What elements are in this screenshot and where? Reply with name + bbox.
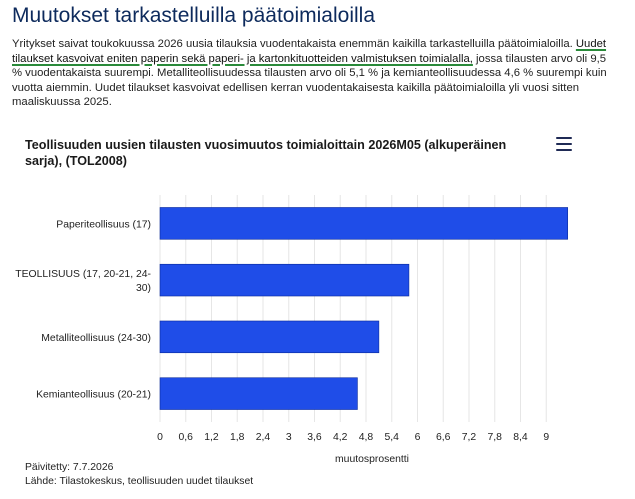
category-label: Kemianteollisuus (20-21) [36, 390, 151, 401]
hamburger-icon [556, 137, 572, 139]
bar-0[interactable] [159, 207, 569, 240]
page-heading: Muutokset tarkastelluilla päätoimialoill… [12, 4, 376, 27]
x-tick-label: 6,6 [436, 432, 451, 443]
bar-2[interactable] [159, 320, 380, 354]
x-tick-labels: 0 0,6 1,2 1,8 2,4 3 3,6 4,2 4,8 5,4 6 6,6 7,2 7,8 8,4 9 [157, 432, 549, 443]
chart-title: Teollisuuden uusien tilausten vuosimuuto… [25, 138, 507, 168]
intro-text-end: jossa tilausten arvo oli 9,5 % vuodentak… [12, 52, 607, 109]
x-tick-label: 3,6 [307, 432, 322, 443]
x-tick-label: 7,8 [488, 432, 503, 443]
bar-3[interactable] [159, 377, 358, 410]
x-tick-label: 7,2 [462, 432, 477, 443]
x-tick-label: 5,4 [385, 432, 400, 443]
x-tick-label: 0 [157, 432, 163, 443]
bar-1[interactable] [159, 263, 410, 297]
x-axis-title: muutosprosentti [335, 454, 409, 465]
x-tick-label: 8,4 [513, 432, 528, 443]
source-note: Lähde: Tilastokeskus, teollisuuden uudet… [25, 476, 254, 487]
category-label: Metalliteollisuus (24-30) [41, 333, 151, 344]
x-tick-label: 1,2 [204, 432, 219, 443]
chart-menu-button[interactable] [553, 134, 575, 154]
x-tick-label: 4,8 [359, 432, 374, 443]
x-tick-label: 0,6 [179, 432, 194, 443]
x-tick-label: 4,2 [333, 432, 348, 443]
x-tick-label: 1,8 [230, 432, 245, 443]
bars [159, 207, 569, 410]
intro-highlighted-text: Uudet tilaukset kasvoivat eniten paperin… [12, 38, 607, 65]
intro-text-start: Yritykset saivat toukokuussa 2026 uusia … [12, 38, 576, 50]
x-tick-label: 9 [543, 432, 549, 443]
x-tick-label: 3 [286, 432, 292, 443]
category-labels: Paperiteollisuus (17) TEOLLISUUS (17, 20-… [15, 219, 151, 400]
category-label: TEOLLISUUS (17, 20-21, 24-30) [15, 269, 151, 294]
updated-date: Päivitetty: 7.7.2026 [25, 462, 114, 473]
x-tick-label: 2,4 [256, 432, 271, 443]
category-label: Paperiteollisuus (17) [56, 219, 151, 230]
intro-paragraph: Yritykset saivat toukokuussa 2026 uusia … [12, 37, 612, 110]
x-tick-label: 6 [415, 432, 421, 443]
